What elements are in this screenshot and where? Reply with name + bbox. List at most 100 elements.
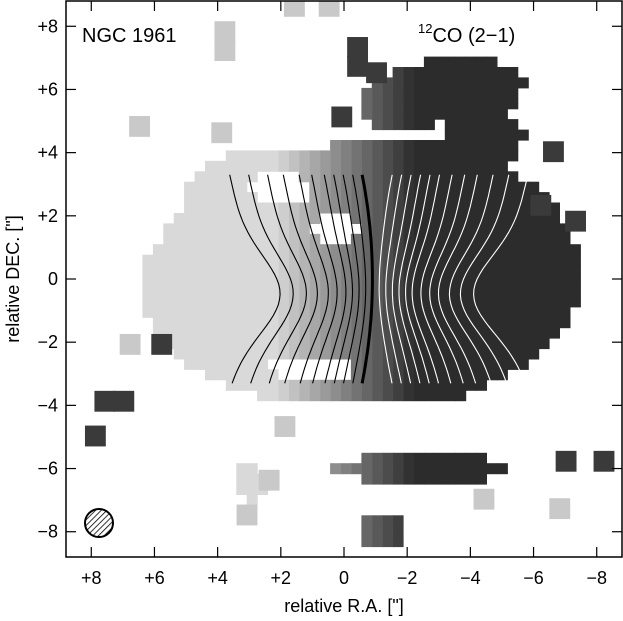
map-pixel bbox=[465, 285, 477, 297]
map-pixel bbox=[236, 275, 248, 287]
map-pixel bbox=[392, 317, 404, 329]
map-pixel bbox=[507, 348, 519, 360]
map-pixel bbox=[403, 202, 415, 214]
map-pixel bbox=[278, 348, 289, 360]
map-pixel bbox=[371, 213, 383, 224]
map-pixel bbox=[486, 244, 498, 256]
map-pixel bbox=[257, 317, 269, 329]
map-pixel bbox=[371, 296, 383, 308]
map-pixel bbox=[423, 265, 435, 277]
map-pixel bbox=[215, 275, 227, 287]
map-pixel bbox=[423, 338, 435, 350]
map-pixel bbox=[371, 515, 383, 527]
map-pixel bbox=[403, 296, 415, 308]
map-pixel bbox=[278, 285, 289, 297]
map-pixel bbox=[142, 254, 154, 266]
map-pixel bbox=[507, 181, 519, 193]
map-pixel bbox=[569, 265, 581, 277]
map-pixel bbox=[403, 171, 415, 183]
map-pixel bbox=[486, 369, 498, 381]
map-pixel bbox=[267, 254, 279, 266]
map-pixel bbox=[403, 317, 415, 329]
map-pixel bbox=[382, 285, 394, 297]
map-pixel bbox=[569, 244, 581, 256]
map-pixel bbox=[298, 390, 310, 402]
map-pixel bbox=[309, 150, 321, 162]
map-pixel bbox=[236, 306, 248, 318]
map-pixel bbox=[476, 317, 487, 329]
map-pixel bbox=[173, 223, 185, 235]
map-pixel bbox=[496, 108, 508, 120]
map-pixel bbox=[194, 181, 206, 193]
map-pixel bbox=[423, 160, 435, 172]
map-pixel bbox=[340, 306, 352, 318]
map-pixel bbox=[517, 181, 529, 193]
map-pixel bbox=[476, 202, 487, 214]
map-pixel bbox=[476, 108, 487, 120]
map-pixel bbox=[225, 275, 237, 287]
map-pixel bbox=[246, 285, 258, 297]
map-pixel bbox=[423, 223, 435, 235]
map-pixel bbox=[173, 244, 185, 256]
isotope-superscript: 12 bbox=[418, 21, 432, 36]
map-pixel bbox=[173, 233, 185, 245]
map-pixel bbox=[309, 265, 321, 277]
map-pixel bbox=[236, 338, 248, 350]
map-pixel bbox=[455, 108, 467, 120]
map-pixel bbox=[476, 254, 487, 266]
map-pixel bbox=[486, 338, 498, 350]
map-pixel bbox=[278, 338, 289, 350]
map-pixel bbox=[476, 275, 487, 287]
map-pixel bbox=[382, 525, 394, 537]
map-pixel bbox=[288, 254, 300, 266]
map-pixel bbox=[476, 171, 487, 183]
map-pixel bbox=[538, 338, 550, 350]
map-pixel bbox=[455, 87, 467, 99]
map-pixel bbox=[236, 181, 248, 193]
map-pixel bbox=[455, 77, 467, 89]
map-pixel bbox=[382, 140, 394, 151]
iso-velocity-contour bbox=[429, 174, 466, 384]
map-pixel bbox=[319, 317, 331, 329]
map-pixel bbox=[528, 306, 540, 318]
map-pixel bbox=[236, 160, 248, 172]
map-pixel bbox=[507, 233, 519, 245]
map-pixel bbox=[173, 213, 185, 224]
map-pixel bbox=[392, 140, 404, 151]
map-pixel bbox=[382, 296, 394, 308]
map-pixel bbox=[278, 233, 289, 245]
map-pixel bbox=[559, 223, 571, 235]
map-pixel bbox=[455, 390, 467, 402]
map-pixel bbox=[215, 306, 227, 318]
axis-ticks bbox=[66, 1, 622, 557]
map-pixel bbox=[517, 254, 529, 266]
map-pixel bbox=[361, 98, 373, 110]
x-tick-label: −4 bbox=[460, 568, 481, 588]
map-pixel bbox=[330, 150, 342, 162]
map-pixel bbox=[340, 140, 352, 151]
map-pixel bbox=[496, 463, 508, 475]
map-pixel bbox=[225, 213, 237, 224]
map-pixel bbox=[496, 140, 508, 151]
map-pixel bbox=[413, 463, 425, 475]
map-pixel bbox=[455, 306, 467, 318]
map-pixel bbox=[517, 265, 529, 277]
map-pixel bbox=[257, 358, 269, 370]
map-pixel bbox=[278, 150, 289, 162]
map-pixel bbox=[507, 358, 519, 370]
map-pixel bbox=[194, 223, 206, 235]
map-pixel bbox=[465, 463, 477, 475]
map-pixel bbox=[496, 275, 508, 287]
map-pixel bbox=[361, 306, 373, 318]
map-pixel bbox=[403, 285, 415, 297]
map-pixel bbox=[455, 473, 467, 485]
map-pixel bbox=[94, 390, 116, 412]
map-pixel bbox=[413, 358, 425, 370]
map-pixel bbox=[413, 181, 425, 193]
map-pixel bbox=[267, 296, 279, 308]
map-pixel bbox=[507, 98, 519, 110]
map-pixel bbox=[340, 254, 352, 266]
map-pixel bbox=[455, 129, 467, 141]
map-pixel bbox=[413, 338, 425, 350]
map-pixel bbox=[246, 473, 258, 485]
